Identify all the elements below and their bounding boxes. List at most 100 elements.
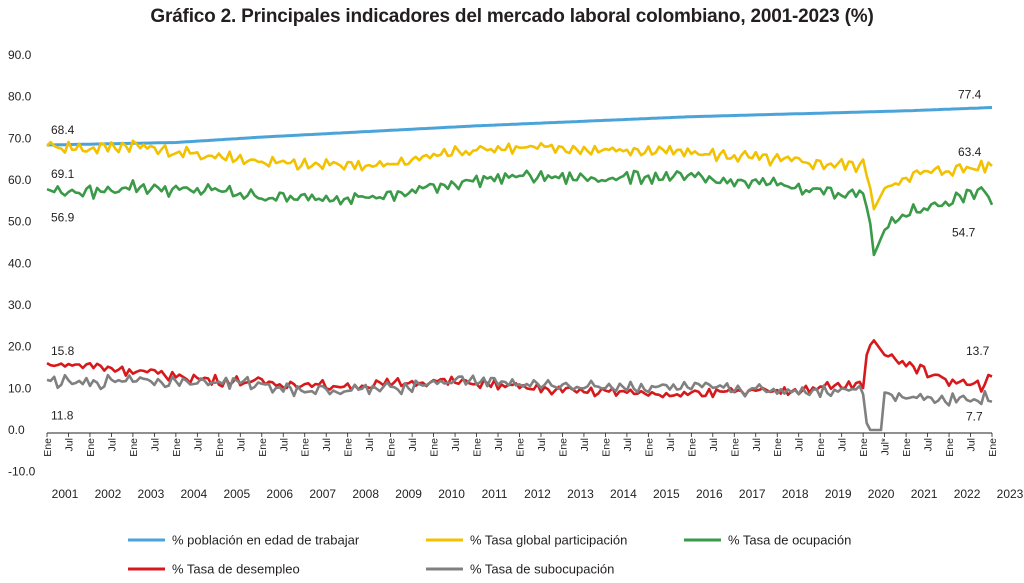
- annotation-label: 56.9: [51, 211, 75, 225]
- legend-label: % población en edad de trabajar: [172, 533, 360, 548]
- annotation-label: 11.8: [51, 409, 74, 423]
- x-month-label: Jul: [192, 438, 204, 451]
- x-month-label: Ene: [858, 438, 870, 457]
- x-month-label: Jul: [407, 438, 419, 451]
- x-year-label: 2021: [911, 487, 938, 501]
- x-month-label: Ene: [42, 438, 54, 457]
- y-tick-label: 20.0: [8, 340, 32, 354]
- x-year-label: 2007: [309, 487, 336, 501]
- chart-title: Gráfico 2. Principales indicadores del m…: [150, 6, 874, 27]
- x-month-label: Ene: [515, 438, 527, 457]
- y-tick-label: 10.0: [8, 381, 32, 395]
- annotation-label: 54.7: [952, 225, 976, 239]
- annotation-label: 69.1: [51, 167, 75, 181]
- x-month-label: Jul: [579, 438, 591, 451]
- y-tick-label: 0.0: [8, 423, 25, 437]
- series-line: [46, 169, 994, 257]
- series-line: [46, 339, 993, 399]
- x-month-label: Ene: [429, 438, 441, 457]
- x-month-label: Ene: [643, 438, 655, 457]
- x-year-label: 2012: [524, 487, 551, 501]
- x-year-label: 2002: [95, 487, 122, 501]
- x-year-label: 2017: [739, 487, 766, 501]
- x-month-label: Jul: [923, 438, 935, 451]
- y-tick-label: 40.0: [8, 256, 32, 270]
- x-month-label: Ene: [686, 438, 698, 457]
- legend-label: % Tasa global participación: [470, 533, 627, 548]
- x-month-label: Ene: [600, 438, 612, 457]
- y-tick-label: 90.0: [8, 48, 32, 62]
- x-year-label: 2009: [395, 487, 422, 501]
- x-month-label: Ene: [772, 438, 784, 457]
- legend-label: % Tasa de desempleo: [172, 562, 300, 577]
- x-month-label: Ene: [815, 438, 827, 457]
- x-month-label: Ene: [386, 438, 398, 457]
- x-month-label: Ene: [85, 438, 97, 457]
- x-month-label: Jul: [665, 438, 677, 451]
- x-year-label: 2001: [52, 487, 79, 501]
- y-tick-label: 60.0: [8, 173, 32, 187]
- annotation-label: 7.7: [966, 409, 983, 423]
- series-line: [46, 106, 993, 147]
- x-month-label: Jul: [278, 438, 290, 451]
- x-year-label: 2010: [438, 487, 465, 501]
- series-line: [46, 373, 993, 432]
- x-year-label: 2019: [825, 487, 852, 501]
- x-year-label: 2020: [868, 487, 895, 501]
- x-year-label: 2023: [997, 487, 1024, 501]
- x-month-label: Ene: [944, 438, 956, 457]
- x-month-label: Jul: [751, 438, 763, 451]
- x-year-label: 2015: [653, 487, 680, 501]
- x-year-label: 2006: [266, 487, 293, 501]
- x-month-label: Ene: [729, 438, 741, 457]
- annotation-label: 77.4: [958, 87, 982, 101]
- x-month-label: Ene: [987, 438, 999, 457]
- x-month-label: Ene: [257, 438, 269, 457]
- x-year-label: 2014: [610, 487, 637, 501]
- y-tick-label: 50.0: [8, 215, 32, 229]
- x-month-label: Jul: [63, 438, 75, 451]
- x-month-label: Ene: [171, 438, 183, 457]
- x-year-label: 2013: [567, 487, 594, 501]
- series-line: [46, 139, 993, 211]
- y-tick-label: 30.0: [8, 298, 32, 312]
- x-month-label: Ene: [557, 438, 569, 457]
- x-month-label: Jul: [708, 438, 720, 451]
- annotation-label: 68.4: [51, 123, 75, 137]
- x-month-label: Ene: [901, 438, 913, 457]
- x-month-label: Jul: [321, 438, 333, 451]
- x-year-label: 2005: [223, 487, 250, 501]
- x-month-label: Jul: [622, 438, 634, 451]
- x-month-label: Jul: [149, 438, 161, 451]
- x-month-label: Ene: [214, 438, 226, 457]
- x-month-label: Jul*: [880, 438, 892, 456]
- x-year-label: 2008: [352, 487, 379, 501]
- x-month-label: Ene: [472, 438, 484, 457]
- y-tick-label: 80.0: [8, 90, 32, 104]
- x-year-label: 2016: [696, 487, 723, 501]
- x-year-label: 2018: [782, 487, 809, 501]
- x-month-label: Jul: [536, 438, 548, 451]
- y-tick-label: 70.0: [8, 131, 32, 145]
- x-month-label: Jul: [450, 438, 462, 451]
- x-month-label: Ene: [300, 438, 312, 457]
- x-year-label: 2022: [954, 487, 981, 501]
- legend-label: % Tasa de ocupación: [728, 533, 851, 548]
- x-month-label: Jul: [966, 438, 978, 451]
- x-month-label: Jul: [837, 438, 849, 451]
- annotation-label: 15.8: [51, 344, 75, 358]
- x-year-label: 2004: [181, 487, 208, 501]
- x-year-label: 2011: [482, 487, 508, 501]
- x-month-label: Jul: [106, 438, 118, 451]
- x-month-label: Jul: [493, 438, 505, 451]
- legend-label: % Tasa de subocupación: [470, 562, 614, 577]
- x-month-label: Jul: [235, 438, 247, 451]
- y-tick-label: -10.0: [8, 465, 36, 479]
- x-month-label: Ene: [128, 438, 140, 457]
- annotation-label: 13.7: [966, 344, 990, 358]
- x-month-label: Ene: [343, 438, 355, 457]
- x-month-label: Jul: [364, 438, 376, 451]
- x-year-label: 2003: [138, 487, 165, 501]
